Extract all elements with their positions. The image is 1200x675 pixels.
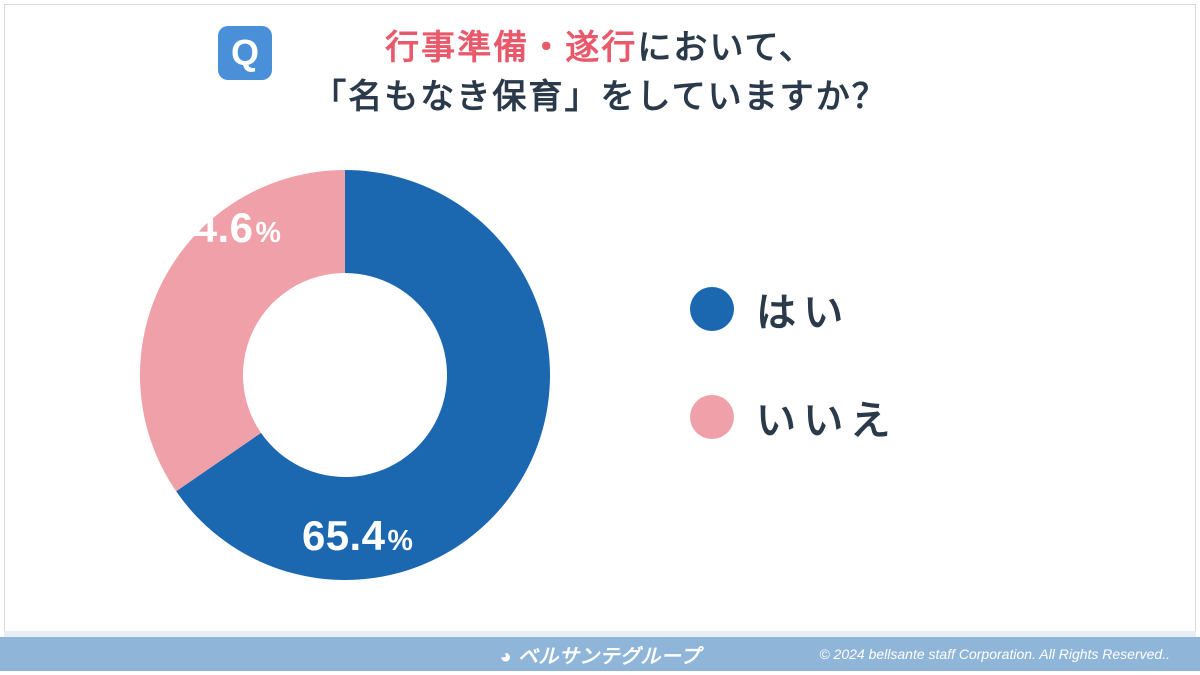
legend-item: いいえ [690,388,898,446]
donut-chart: 65.4% 34.6% [130,160,560,590]
legend-dot [690,287,734,331]
title-line2: 「名もなき保育」をしていますか？ [312,78,888,116]
legend-item: はい [690,280,898,338]
footer-bar: ◕ ベルサンテグループ © 2024 bellsante staff Corpo… [0,637,1200,671]
legend-label: はい [756,280,850,338]
pct-label-yes: 65.4% [302,512,413,560]
question-title: 行事準備・遂行において、 「名もなき保育」をしていますか？ [0,24,1200,123]
title-rest1: において、 [637,29,814,67]
legend: はいいいえ [690,280,898,446]
pct-label-no: 34.6% [170,204,281,252]
title-highlight: 行事準備・遂行 [385,29,637,67]
legend-label: いいえ [756,388,898,446]
legend-dot [690,395,734,439]
brand-name: ◕ ベルサンテグループ [0,640,1200,669]
